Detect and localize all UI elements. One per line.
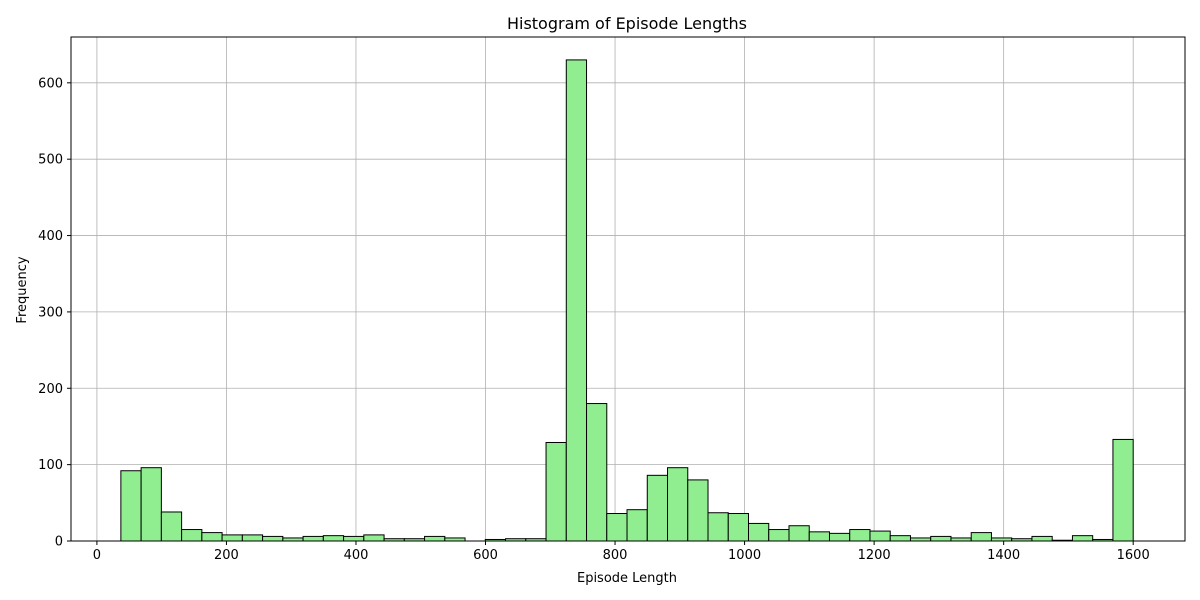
histogram-bar — [646, 474, 669, 542]
y-axis-label: Frequency — [15, 256, 30, 323]
y-tick-label: 600 — [38, 76, 63, 91]
histogram-bar — [424, 535, 446, 542]
histogram-bar — [626, 509, 648, 542]
histogram-bar — [930, 535, 952, 542]
histogram-bar — [1071, 535, 1094, 542]
plot-frame — [70, 36, 1186, 542]
chart-title: Histogram of Episode Lengths — [507, 14, 747, 33]
histogram-bar — [808, 531, 830, 542]
x-tick-label: 1400 — [987, 548, 1020, 563]
histogram-bar — [748, 522, 770, 542]
x-tick-label: 1200 — [858, 548, 891, 563]
histogram-bar — [788, 525, 810, 542]
histogram-bar — [768, 529, 790, 542]
y-tick-label: 0 — [55, 535, 63, 550]
histogram-bar — [707, 512, 729, 542]
x-tick-label: 600 — [473, 548, 498, 563]
x-axis-ticks: 0 200 400 600 800 1000 1200 1400 1600 — [93, 541, 1150, 563]
y-axis-ticks: 0 100 200 300 400 500 600 — [38, 76, 71, 550]
histogram-bar — [545, 441, 567, 542]
histogram-bar — [727, 513, 750, 542]
x-tick-label: 1000 — [728, 548, 761, 563]
x-tick-label: 200 — [214, 548, 239, 563]
x-tick-label: 1600 — [1117, 548, 1150, 563]
histogram-bar — [241, 534, 264, 542]
histogram-bar — [970, 532, 992, 542]
histogram-bar — [687, 479, 709, 542]
y-tick-label: 200 — [38, 382, 63, 397]
x-tick-label: 800 — [603, 548, 628, 563]
histogram-bar — [140, 467, 162, 542]
y-tick-label: 400 — [38, 229, 63, 244]
histogram-bar — [1031, 535, 1053, 542]
histogram-bar — [181, 529, 203, 542]
histogram-bar — [120, 470, 142, 542]
histogram-bar — [221, 534, 243, 542]
histogram-bar — [201, 532, 223, 542]
histogram-bar — [586, 403, 608, 542]
histogram-bar — [262, 535, 284, 542]
histogram-bar — [869, 530, 891, 542]
histogram-bars — [120, 59, 1134, 542]
histogram-bar — [363, 534, 385, 542]
histogram-bar — [565, 59, 588, 542]
histogram-bar — [302, 535, 324, 542]
histogram-bar — [667, 467, 689, 542]
histogram-bar — [889, 535, 911, 542]
y-tick-label: 100 — [38, 458, 63, 473]
histogram-bar — [828, 532, 851, 542]
y-tick-label: 300 — [38, 305, 63, 320]
x-tick-label: 0 — [93, 548, 101, 563]
histogram-bar — [606, 513, 628, 542]
histogram-bar — [160, 511, 183, 542]
x-tick-label: 400 — [344, 548, 369, 563]
histogram-bar — [849, 529, 871, 542]
histogram-bar — [322, 535, 345, 542]
y-tick-label: 500 — [38, 153, 63, 168]
histogram-bar — [1112, 438, 1134, 542]
x-axis-label: Episode Length — [577, 571, 677, 586]
histogram-bar — [343, 535, 365, 542]
